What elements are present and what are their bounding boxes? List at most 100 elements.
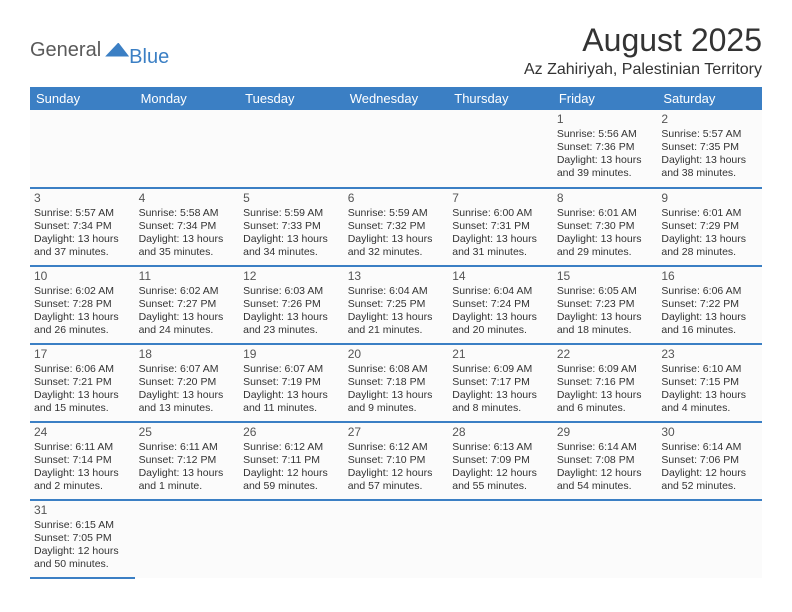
daylight-text: Daylight: 13 hours and 23 minutes. — [243, 311, 340, 337]
calendar-cell — [30, 110, 135, 188]
sunrise-text: Sunrise: 6:15 AM — [34, 519, 131, 532]
sunrise-text: Sunrise: 6:07 AM — [243, 363, 340, 376]
sunset-text: Sunset: 7:16 PM — [557, 376, 654, 389]
calendar-cell: 12Sunrise: 6:03 AMSunset: 7:26 PMDayligh… — [239, 266, 344, 344]
calendar-cell: 16Sunrise: 6:06 AMSunset: 7:22 PMDayligh… — [657, 266, 762, 344]
sunrise-text: Sunrise: 5:57 AM — [34, 207, 131, 220]
calendar-cell — [135, 500, 240, 578]
calendar-cell: 13Sunrise: 6:04 AMSunset: 7:25 PMDayligh… — [344, 266, 449, 344]
day-number: 25 — [139, 425, 236, 440]
sunset-text: Sunset: 7:18 PM — [348, 376, 445, 389]
sunset-text: Sunset: 7:08 PM — [557, 454, 654, 467]
sunset-text: Sunset: 7:31 PM — [452, 220, 549, 233]
calendar-cell: 14Sunrise: 6:04 AMSunset: 7:24 PMDayligh… — [448, 266, 553, 344]
calendar-cell — [448, 500, 553, 578]
sunset-text: Sunset: 7:36 PM — [557, 141, 654, 154]
day-number: 28 — [452, 425, 549, 440]
day-header: Friday — [553, 87, 658, 110]
sunrise-text: Sunrise: 6:09 AM — [557, 363, 654, 376]
sunrise-text: Sunrise: 6:05 AM — [557, 285, 654, 298]
day-number: 15 — [557, 269, 654, 284]
sunrise-text: Sunrise: 6:03 AM — [243, 285, 340, 298]
day-header-row: Sunday Monday Tuesday Wednesday Thursday… — [30, 87, 762, 110]
day-number: 9 — [661, 191, 758, 206]
calendar-cell: 4Sunrise: 5:58 AMSunset: 7:34 PMDaylight… — [135, 188, 240, 266]
sunset-text: Sunset: 7:11 PM — [243, 454, 340, 467]
daylight-text: Daylight: 13 hours and 28 minutes. — [661, 233, 758, 259]
calendar-cell: 10Sunrise: 6:02 AMSunset: 7:28 PMDayligh… — [30, 266, 135, 344]
daylight-text: Daylight: 13 hours and 1 minute. — [139, 467, 236, 493]
logo-sail-icon — [105, 43, 129, 57]
calendar-cell: 26Sunrise: 6:12 AMSunset: 7:11 PMDayligh… — [239, 422, 344, 500]
sunset-text: Sunset: 7:29 PM — [661, 220, 758, 233]
daylight-text: Daylight: 12 hours and 52 minutes. — [661, 467, 758, 493]
daylight-text: Daylight: 13 hours and 6 minutes. — [557, 389, 654, 415]
daylight-text: Daylight: 12 hours and 50 minutes. — [34, 545, 131, 571]
calendar-cell: 30Sunrise: 6:14 AMSunset: 7:06 PMDayligh… — [657, 422, 762, 500]
daylight-text: Daylight: 13 hours and 16 minutes. — [661, 311, 758, 337]
daylight-text: Daylight: 12 hours and 57 minutes. — [348, 467, 445, 493]
daylight-text: Daylight: 13 hours and 4 minutes. — [661, 389, 758, 415]
calendar-cell — [239, 500, 344, 578]
sunrise-text: Sunrise: 6:06 AM — [34, 363, 131, 376]
calendar-cell: 21Sunrise: 6:09 AMSunset: 7:17 PMDayligh… — [448, 344, 553, 422]
calendar-cell: 18Sunrise: 6:07 AMSunset: 7:20 PMDayligh… — [135, 344, 240, 422]
day-number: 26 — [243, 425, 340, 440]
calendar-table: Sunday Monday Tuesday Wednesday Thursday… — [30, 87, 762, 579]
day-number: 23 — [661, 347, 758, 362]
day-number: 4 — [139, 191, 236, 206]
day-number: 21 — [452, 347, 549, 362]
sunrise-text: Sunrise: 6:02 AM — [34, 285, 131, 298]
day-number: 27 — [348, 425, 445, 440]
sunset-text: Sunset: 7:26 PM — [243, 298, 340, 311]
sunset-text: Sunset: 7:22 PM — [661, 298, 758, 311]
calendar-cell — [553, 500, 658, 578]
sunset-text: Sunset: 7:12 PM — [139, 454, 236, 467]
sunrise-text: Sunrise: 6:14 AM — [661, 441, 758, 454]
sunrise-text: Sunrise: 6:00 AM — [452, 207, 549, 220]
sunrise-text: Sunrise: 6:07 AM — [139, 363, 236, 376]
calendar-cell: 11Sunrise: 6:02 AMSunset: 7:27 PMDayligh… — [135, 266, 240, 344]
day-number: 17 — [34, 347, 131, 362]
calendar-cell: 22Sunrise: 6:09 AMSunset: 7:16 PMDayligh… — [553, 344, 658, 422]
day-number: 10 — [34, 269, 131, 284]
sunrise-text: Sunrise: 6:02 AM — [139, 285, 236, 298]
calendar-cell — [344, 500, 449, 578]
calendar-cell: 31Sunrise: 6:15 AMSunset: 7:05 PMDayligh… — [30, 500, 135, 578]
daylight-text: Daylight: 13 hours and 11 minutes. — [243, 389, 340, 415]
sunrise-text: Sunrise: 6:10 AM — [661, 363, 758, 376]
sunset-text: Sunset: 7:25 PM — [348, 298, 445, 311]
daylight-text: Daylight: 13 hours and 20 minutes. — [452, 311, 549, 337]
calendar-cell: 25Sunrise: 6:11 AMSunset: 7:12 PMDayligh… — [135, 422, 240, 500]
sunrise-text: Sunrise: 6:09 AM — [452, 363, 549, 376]
location-subtitle: Az Zahiriyah, Palestinian Territory — [524, 61, 762, 79]
sunrise-text: Sunrise: 6:04 AM — [452, 285, 549, 298]
daylight-text: Daylight: 13 hours and 37 minutes. — [34, 233, 131, 259]
calendar-week-row: 10Sunrise: 6:02 AMSunset: 7:28 PMDayligh… — [30, 266, 762, 344]
day-number: 31 — [34, 503, 131, 518]
day-header: Thursday — [448, 87, 553, 110]
sunrise-text: Sunrise: 5:59 AM — [243, 207, 340, 220]
calendar-cell — [344, 110, 449, 188]
calendar-cell: 23Sunrise: 6:10 AMSunset: 7:15 PMDayligh… — [657, 344, 762, 422]
calendar-cell: 5Sunrise: 5:59 AMSunset: 7:33 PMDaylight… — [239, 188, 344, 266]
day-number: 19 — [243, 347, 340, 362]
daylight-text: Daylight: 13 hours and 15 minutes. — [34, 389, 131, 415]
sunrise-text: Sunrise: 6:04 AM — [348, 285, 445, 298]
calendar-cell — [657, 500, 762, 578]
daylight-text: Daylight: 12 hours and 55 minutes. — [452, 467, 549, 493]
sunrise-text: Sunrise: 6:06 AM — [661, 285, 758, 298]
day-number: 11 — [139, 269, 236, 284]
sunset-text: Sunset: 7:17 PM — [452, 376, 549, 389]
sunset-text: Sunset: 7:05 PM — [34, 532, 131, 545]
calendar-week-row: 31Sunrise: 6:15 AMSunset: 7:05 PMDayligh… — [30, 500, 762, 578]
daylight-text: Daylight: 12 hours and 59 minutes. — [243, 467, 340, 493]
sunset-text: Sunset: 7:14 PM — [34, 454, 131, 467]
sunrise-text: Sunrise: 6:11 AM — [139, 441, 236, 454]
day-header: Wednesday — [344, 87, 449, 110]
daylight-text: Daylight: 12 hours and 54 minutes. — [557, 467, 654, 493]
calendar-cell: 8Sunrise: 6:01 AMSunset: 7:30 PMDaylight… — [553, 188, 658, 266]
daylight-text: Daylight: 13 hours and 26 minutes. — [34, 311, 131, 337]
daylight-text: Daylight: 13 hours and 24 minutes. — [139, 311, 236, 337]
daylight-text: Daylight: 13 hours and 29 minutes. — [557, 233, 654, 259]
